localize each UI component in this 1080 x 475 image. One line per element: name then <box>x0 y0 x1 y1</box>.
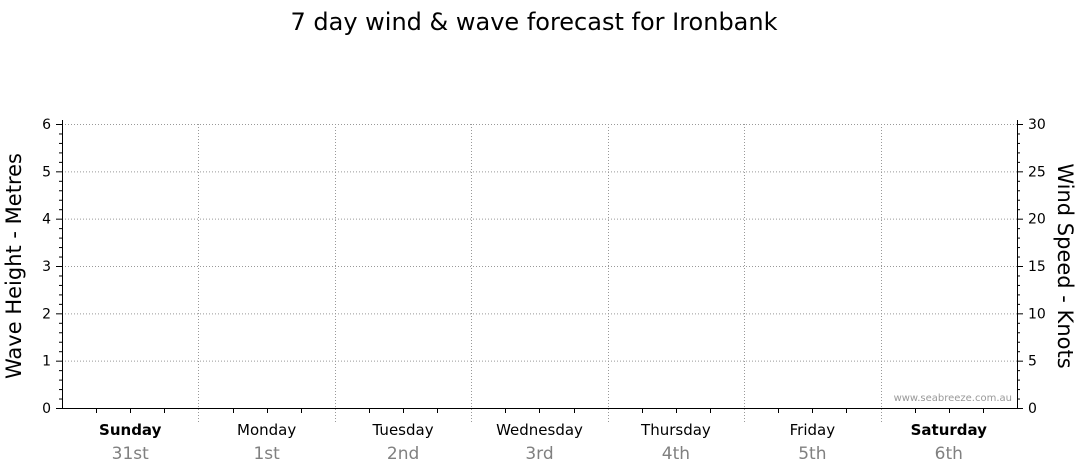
watermark: www.seabreeze.com.au <box>894 393 1012 404</box>
day-date-label: 31st <box>112 444 149 464</box>
day-name-label: Saturday <box>911 421 988 439</box>
day-name-label: Thursday <box>640 421 711 439</box>
day-name-label: Sunday <box>99 421 162 439</box>
grid-layer <box>62 124 1017 424</box>
day-name-label: Wednesday <box>496 421 583 439</box>
day-date-label: 1st <box>253 444 280 464</box>
left-axis-label: Wave Height - Metres <box>2 153 26 379</box>
day-date-label: 5th <box>798 444 826 464</box>
right-tick-label: 5 <box>1028 354 1037 370</box>
right-axis-label: Wind Speed - Knots <box>1053 163 1077 368</box>
day-name-label: Friday <box>790 421 836 439</box>
axis-layer <box>56 120 1023 413</box>
day-date-label: 4th <box>662 444 690 464</box>
left-tick-label: 0 <box>42 401 51 417</box>
day-date-label: 2nd <box>387 444 419 464</box>
label-layer: 0 1 2 3 4 5 6 0 5 10 15 20 25 30 Sunday 31st Monday 1st Tu… <box>42 117 1046 464</box>
day-name-label: Tuesday <box>372 421 434 439</box>
left-tick-label: 2 <box>42 306 51 322</box>
right-tick-label: 30 <box>1028 117 1046 133</box>
right-tick-label: 0 <box>1028 401 1037 417</box>
left-tick-label: 3 <box>42 259 51 275</box>
right-tick-label: 25 <box>1028 164 1046 180</box>
right-tick-label: 15 <box>1028 259 1046 275</box>
day-date-label: 3rd <box>525 444 553 464</box>
right-tick-label: 20 <box>1028 212 1046 228</box>
left-tick-label: 5 <box>42 164 51 180</box>
left-tick-label: 4 <box>42 212 51 228</box>
day-name-label: Monday <box>237 421 296 439</box>
day-date-label: 6th <box>935 444 963 464</box>
left-tick-label: 6 <box>42 117 51 133</box>
right-tick-label: 10 <box>1028 306 1046 322</box>
chart-title: 7 day wind & wave forecast for Ironbank <box>291 8 778 36</box>
left-tick-label: 1 <box>42 354 51 370</box>
